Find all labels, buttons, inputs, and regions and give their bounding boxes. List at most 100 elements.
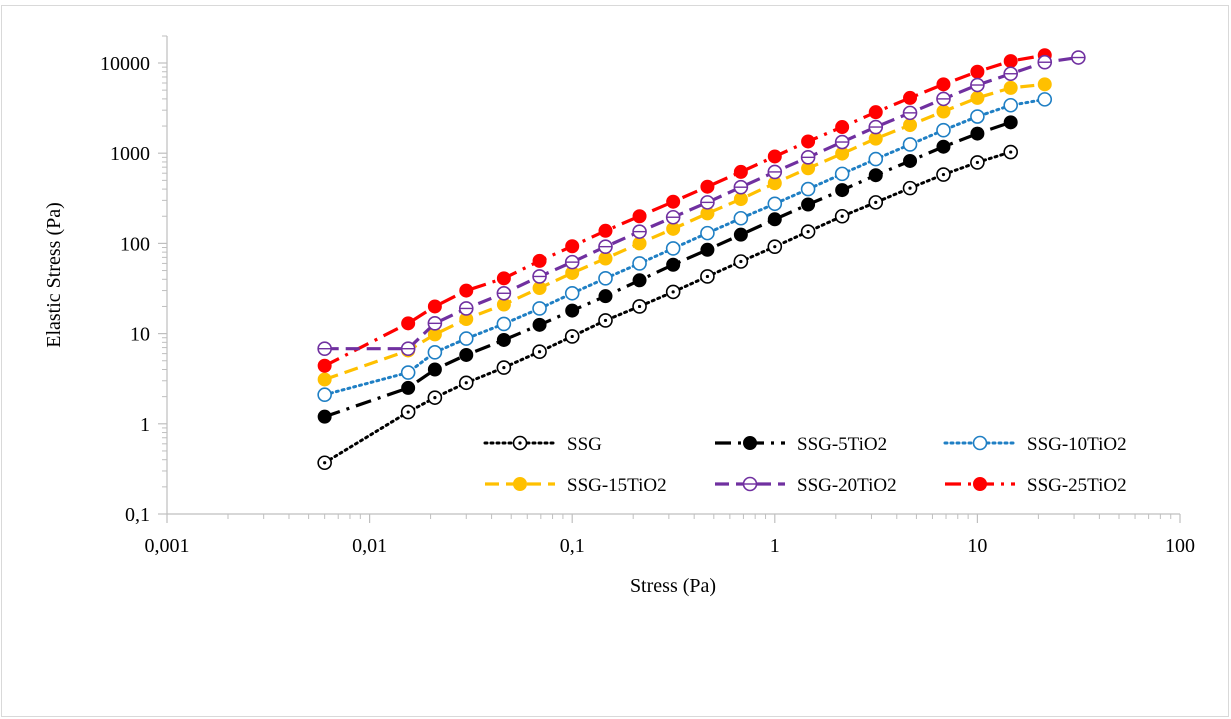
data-point [401, 316, 416, 331]
data-point [936, 122, 951, 138]
data-point-center [570, 334, 574, 339]
data-point [317, 409, 332, 424]
data-point-center [908, 186, 912, 190]
data-point [972, 435, 988, 451]
data-point [565, 303, 580, 318]
data-point-center [502, 365, 506, 370]
data-point [598, 223, 613, 238]
data-point [902, 137, 918, 152]
x-tick-label: 0,01 [352, 535, 387, 557]
data-point [458, 331, 474, 346]
series-layer [317, 48, 1086, 471]
data-point [936, 104, 951, 119]
data-point [317, 372, 332, 387]
series-ssg-20tio2 [317, 50, 1086, 357]
data-point [970, 64, 985, 79]
legend-label: SSG-20TiO2 [797, 475, 897, 496]
data-point [532, 301, 547, 316]
legend: SSG SSG-5TiO2 SSG-10TiO2 SSG-15TiO2 SSG-20Ti… [483, 434, 1127, 496]
data-point [903, 90, 918, 105]
data-point [1037, 92, 1053, 107]
data-point [936, 77, 951, 92]
data-point [1037, 77, 1052, 92]
data-point [400, 365, 416, 380]
ticks [158, 35, 1181, 523]
data-point [1003, 80, 1018, 95]
tick-labels: 0,001 0,01 0,1 1 10 100 0,1 1 10 100 1000 10000 [100, 53, 1195, 557]
data-point [973, 477, 987, 491]
data-point [970, 90, 985, 105]
data-point [868, 151, 884, 167]
data-point [936, 139, 951, 154]
data-point [565, 239, 580, 254]
data-point [767, 196, 783, 212]
data-point [767, 212, 782, 227]
legend-entry: SSG-15TiO2 [485, 475, 667, 496]
data-point [665, 241, 681, 256]
data-point-center [975, 160, 980, 165]
data-point [427, 299, 442, 314]
data-point-center [941, 172, 946, 177]
y-tick-label: 10 [130, 324, 150, 346]
series-ssg-10tio2 [317, 92, 1053, 403]
data-point-center [1009, 150, 1013, 154]
data-point [496, 271, 511, 286]
data-point [459, 347, 474, 362]
data-point [1003, 115, 1018, 130]
data-point [666, 194, 681, 209]
data-point-center [806, 230, 810, 234]
data-point-center [874, 200, 878, 204]
series-line [324, 55, 1079, 351]
data-point-center [406, 410, 410, 414]
axes [166, 36, 1180, 515]
legend-entry: SSG [483, 434, 602, 455]
data-point [903, 118, 918, 133]
y-axis-title: Elastic Stress (Pa) [43, 202, 65, 348]
data-point [800, 181, 816, 197]
data-point [598, 271, 613, 286]
data-point [834, 166, 850, 182]
data-point-center [705, 274, 710, 279]
data-point [666, 257, 681, 272]
data-point [835, 120, 850, 135]
data-point [801, 197, 816, 212]
data-point [970, 109, 985, 124]
series-ssg-15tio2 [317, 77, 1052, 387]
data-point [868, 105, 883, 120]
data-point [903, 153, 918, 168]
data-point [564, 285, 580, 301]
x-tick-label: 0,1 [560, 535, 585, 557]
legend-label: SSG-25TiO2 [1027, 475, 1127, 496]
y-tick-label: 1000 [110, 143, 150, 165]
data-point [970, 126, 985, 141]
data-point [513, 477, 527, 491]
data-point [733, 192, 748, 207]
y-tick-label: 100 [120, 233, 150, 255]
data-point [868, 168, 883, 183]
x-tick-label: 10 [967, 535, 987, 557]
data-point [632, 256, 647, 271]
legend-label: SSG-15TiO2 [567, 475, 667, 496]
data-point [743, 436, 757, 450]
data-point-center [773, 245, 777, 249]
data-point [496, 332, 511, 347]
data-point [767, 149, 782, 164]
data-point [496, 316, 512, 332]
data-point [733, 210, 749, 226]
x-tick-label: 0,001 [145, 535, 190, 557]
data-point-center [739, 259, 743, 264]
x-axis-title: Stress (Pa) [630, 575, 716, 597]
series-line [324, 82, 1045, 382]
legend-entry: SSG-10TiO2 [943, 434, 1127, 455]
y-tick-label: 0,1 [125, 504, 150, 526]
data-point [401, 380, 416, 395]
x-tick-label: 1 [770, 535, 780, 557]
data-point [733, 164, 748, 179]
legend-label: SSG-5TiO2 [797, 434, 887, 455]
chart-frame [1, 5, 1229, 717]
data-point-center [671, 290, 675, 294]
data-point-center [637, 304, 642, 309]
data-point-center [518, 441, 522, 445]
legend-entry: SSG-5TiO2 [715, 434, 887, 455]
